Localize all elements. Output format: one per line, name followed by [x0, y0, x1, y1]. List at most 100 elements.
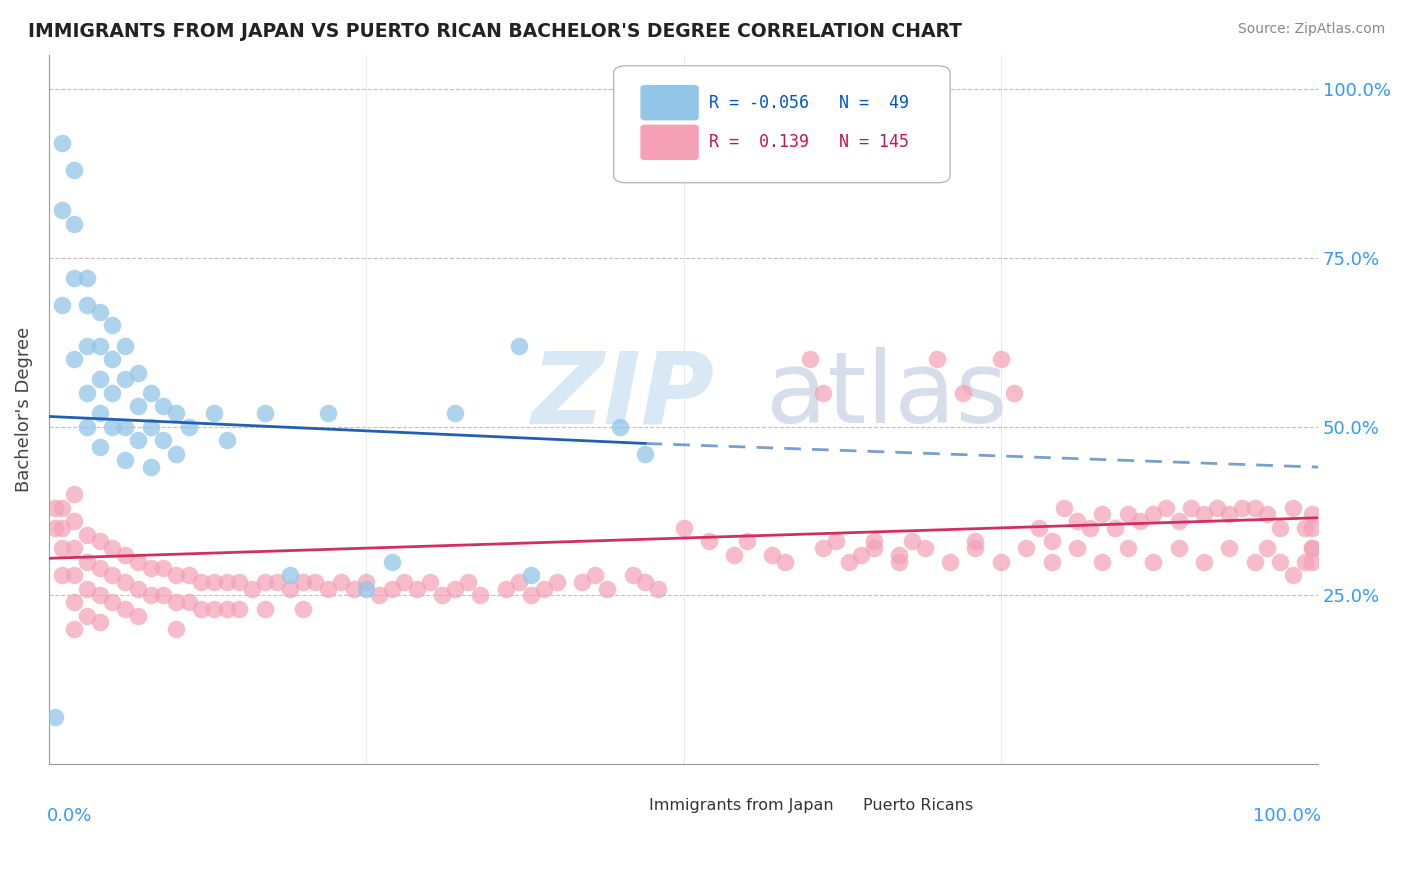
Point [990, 555, 1012, 569]
Point [89, 589, 111, 603]
Point [1180, 500, 1202, 515]
Point [1154, 500, 1177, 515]
Point [773, 555, 796, 569]
Point [202, 406, 225, 420]
Point [381, 582, 404, 596]
Point [139, 561, 162, 575]
Point [304, 574, 326, 589]
FancyBboxPatch shape [817, 789, 856, 821]
Point [63, 595, 86, 609]
Point [1256, 508, 1278, 522]
Point [76, 555, 98, 569]
Point [799, 352, 821, 367]
Point [63, 163, 86, 178]
Point [63, 514, 86, 528]
Point [761, 548, 783, 562]
Point [63, 568, 86, 582]
Point [139, 460, 162, 475]
Point [139, 385, 162, 400]
Point [63, 271, 86, 285]
Point [394, 574, 416, 589]
Point [863, 541, 886, 556]
Point [240, 582, 263, 596]
Point [621, 568, 644, 582]
Point [152, 561, 174, 575]
Point [851, 548, 873, 562]
Point [51, 568, 73, 582]
Point [1301, 541, 1323, 556]
Point [228, 574, 250, 589]
Point [291, 602, 314, 616]
FancyBboxPatch shape [640, 85, 699, 120]
Point [1256, 541, 1278, 556]
Text: Immigrants from Japan: Immigrants from Japan [650, 798, 834, 813]
Point [1091, 555, 1114, 569]
Point [177, 419, 200, 434]
Text: Source: ZipAtlas.com: Source: ZipAtlas.com [1237, 22, 1385, 37]
Point [1192, 508, 1215, 522]
Point [51, 298, 73, 312]
Point [51, 541, 73, 556]
Point [278, 568, 301, 582]
Point [723, 548, 745, 562]
Point [177, 568, 200, 582]
Point [114, 372, 136, 386]
Point [1028, 521, 1050, 535]
Point [253, 602, 276, 616]
Point [735, 534, 758, 549]
Point [152, 589, 174, 603]
Point [228, 602, 250, 616]
Point [1301, 541, 1323, 556]
Point [457, 574, 479, 589]
Point [520, 589, 543, 603]
Point [356, 582, 378, 596]
Point [889, 555, 911, 569]
Point [101, 541, 124, 556]
Text: 0.0%: 0.0% [46, 807, 91, 825]
Point [215, 574, 238, 589]
Point [1142, 555, 1164, 569]
Point [811, 385, 834, 400]
Point [1078, 521, 1101, 535]
Point [1066, 541, 1088, 556]
Point [1301, 508, 1323, 522]
Point [432, 589, 454, 603]
Point [495, 582, 517, 596]
Point [1129, 514, 1152, 528]
Point [127, 400, 149, 414]
Point [63, 622, 86, 636]
Point [634, 574, 657, 589]
FancyBboxPatch shape [614, 66, 950, 183]
Point [1218, 508, 1240, 522]
FancyBboxPatch shape [640, 125, 699, 160]
Point [419, 574, 441, 589]
Point [76, 527, 98, 541]
Point [546, 574, 568, 589]
Point [952, 385, 974, 400]
Point [89, 440, 111, 454]
Point [76, 385, 98, 400]
Point [101, 385, 124, 400]
Point [76, 582, 98, 596]
Text: R = -0.056   N =  49: R = -0.056 N = 49 [709, 94, 908, 112]
Point [927, 352, 949, 367]
Point [44, 500, 66, 515]
Point [165, 447, 187, 461]
Point [114, 574, 136, 589]
Point [1091, 508, 1114, 522]
Point [114, 338, 136, 352]
Point [139, 589, 162, 603]
Point [139, 419, 162, 434]
Point [190, 574, 212, 589]
Point [127, 555, 149, 569]
Point [127, 366, 149, 380]
Y-axis label: Bachelor's Degree: Bachelor's Degree [15, 327, 32, 492]
Point [101, 419, 124, 434]
Point [165, 595, 187, 609]
Point [406, 582, 429, 596]
Point [215, 433, 238, 447]
Point [152, 433, 174, 447]
Point [202, 574, 225, 589]
Point [253, 574, 276, 589]
Point [89, 406, 111, 420]
